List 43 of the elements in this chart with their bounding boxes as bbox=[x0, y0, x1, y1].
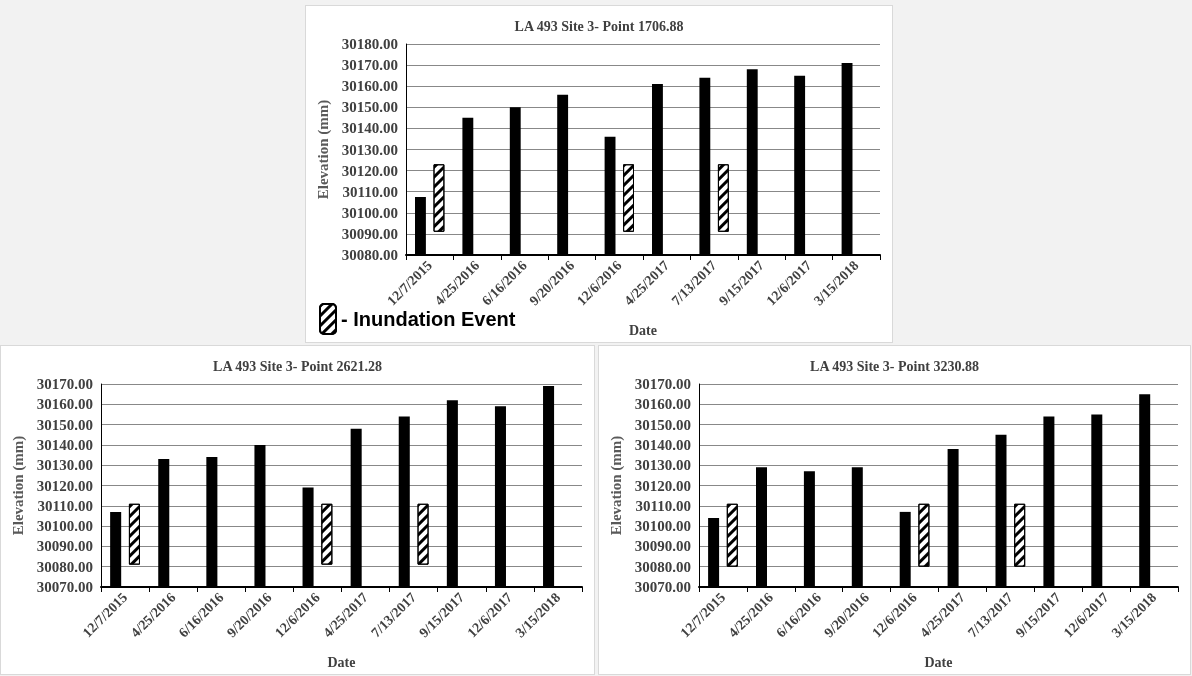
y-tick-label: 30100.00 bbox=[341, 204, 398, 221]
y-tick-label: 30150.00 bbox=[341, 99, 398, 116]
x-axis-title: Date bbox=[327, 654, 356, 670]
y-tick-label: 30100.00 bbox=[36, 518, 93, 535]
y-tick-label: 30180.00 bbox=[341, 36, 398, 52]
y-tick-label: 30090.00 bbox=[341, 225, 398, 242]
y-tick-label: 30140.00 bbox=[36, 436, 93, 453]
y-tick-label: 30090.00 bbox=[36, 538, 93, 555]
y-tick-label: 30130.00 bbox=[634, 457, 691, 474]
y-tick-label: 30080.00 bbox=[36, 558, 93, 575]
y-tick-label: 30080.00 bbox=[634, 558, 691, 575]
y-tick-label: 30150.00 bbox=[36, 416, 93, 433]
x-axis-title: Date bbox=[924, 654, 953, 670]
y-tick-label: 30160.00 bbox=[341, 78, 398, 95]
y-tick-label: 30090.00 bbox=[634, 538, 691, 555]
y-tick-label: 30170.00 bbox=[634, 376, 691, 392]
y-tick-label: 30170.00 bbox=[36, 376, 93, 392]
y-tick-label: 30140.00 bbox=[341, 120, 398, 137]
y-tick-label: 30110.00 bbox=[635, 497, 691, 514]
y-tick-label: 30120.00 bbox=[341, 162, 398, 179]
y-tick-label: 30130.00 bbox=[341, 141, 398, 158]
chart-title: LA 493 Site 3- Point 3230.88 bbox=[810, 358, 979, 374]
y-tick-label: 30150.00 bbox=[634, 416, 691, 433]
y-tick-label: 30130.00 bbox=[36, 457, 93, 474]
y-tick-label: 30070.00 bbox=[36, 579, 93, 595]
x-axis-title: Date bbox=[629, 322, 657, 338]
chart-title: LA 493 Site 3- Point 2621.28 bbox=[213, 358, 382, 374]
y-axis-title: Elevation (mm) bbox=[608, 435, 626, 536]
y-tick-label: 30110.00 bbox=[342, 183, 398, 200]
chart-title: LA 493 Site 3- Point 1706.88 bbox=[514, 18, 684, 34]
y-tick-label: 30100.00 bbox=[634, 518, 691, 535]
y-tick-label: 30110.00 bbox=[37, 497, 93, 514]
legend-label: - Inundation Event bbox=[341, 308, 516, 330]
y-tick-label: 30120.00 bbox=[36, 477, 93, 494]
y-tick-label: 30160.00 bbox=[634, 396, 691, 413]
y-tick-label: 30120.00 bbox=[634, 477, 691, 494]
y-tick-label: 30160.00 bbox=[36, 396, 93, 413]
y-tick-label: 30080.00 bbox=[341, 247, 398, 263]
y-tick-label: 30070.00 bbox=[634, 579, 691, 595]
y-tick-label: 30140.00 bbox=[634, 436, 691, 453]
y-axis-title: Elevation (mm) bbox=[315, 99, 333, 200]
y-tick-label: 30170.00 bbox=[341, 57, 398, 74]
y-axis-title: Elevation (mm) bbox=[10, 435, 28, 536]
